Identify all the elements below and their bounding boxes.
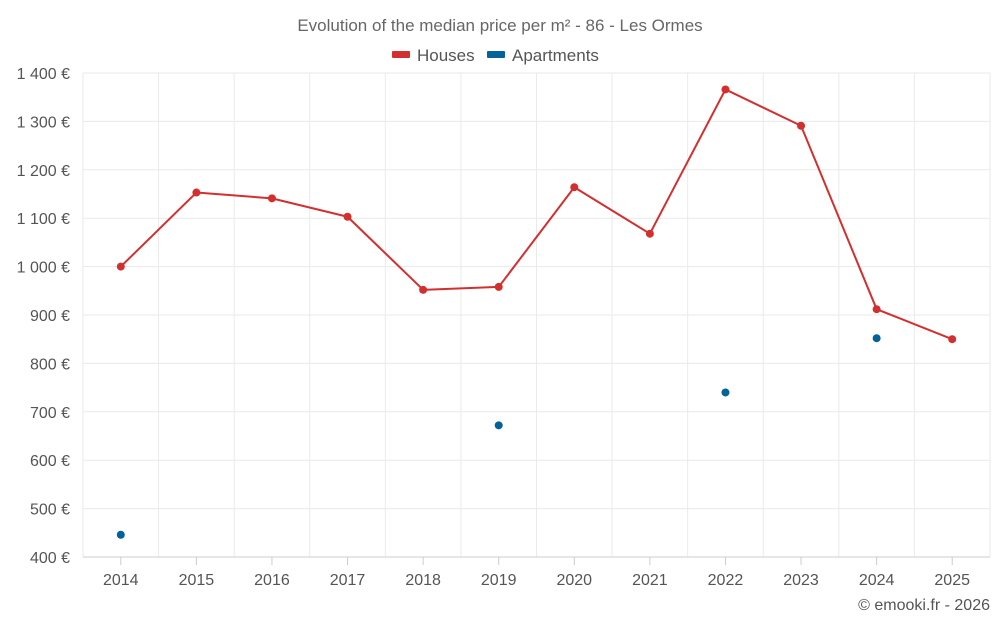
point-houses-2021[interactable]	[645, 229, 654, 238]
point-houses-2024[interactable]	[872, 305, 881, 314]
x-tick-label: 2015	[179, 572, 215, 589]
point-houses-2019[interactable]	[494, 282, 503, 291]
legend-swatch-apartments	[487, 51, 505, 58]
x-tick-label: 2021	[632, 572, 668, 589]
x-tick-label: 2016	[254, 572, 290, 589]
legend-item-apartments[interactable]: Apartments	[487, 46, 599, 65]
x-tick-label: 2014	[103, 572, 139, 589]
x-axis-ticks: 2014 2015 2016 2017 2018 2019 2020 2021 2022 2023…	[103, 557, 970, 589]
point-houses-2022[interactable]	[721, 85, 730, 94]
point-apartments-2019[interactable]	[494, 421, 503, 430]
series	[116, 85, 957, 539]
chart-title: Evolution of the median price per m² - 8…	[297, 16, 702, 35]
legend-label-apartments: Apartments	[512, 46, 599, 65]
y-tick-label: 1 400 €	[17, 66, 70, 83]
y-tick-label: 800 €	[30, 356, 70, 373]
point-houses-2017[interactable]	[343, 212, 352, 221]
point-houses-2023[interactable]	[797, 121, 806, 130]
x-tick-label: 2024	[859, 572, 895, 589]
point-houses-2025[interactable]	[948, 335, 957, 344]
x-tick-label: 2022	[708, 572, 744, 589]
grid	[82, 72, 991, 557]
x-tick-label: 2025	[934, 572, 970, 589]
credit-text: © emooki.fr - 2026	[858, 597, 990, 614]
series-apartments	[116, 334, 881, 539]
point-apartments-2014[interactable]	[116, 530, 125, 539]
y-tick-label: 400 €	[30, 550, 70, 567]
series-line-houses	[120, 88, 953, 341]
point-apartments-2024[interactable]	[872, 334, 881, 343]
legend: Houses Apartments	[392, 46, 599, 65]
point-houses-2016[interactable]	[267, 194, 276, 203]
x-tick-label: 2018	[405, 572, 441, 589]
legend-item-houses[interactable]: Houses	[392, 46, 475, 65]
series-houses	[116, 85, 957, 344]
x-tick-label: 2019	[481, 572, 517, 589]
point-houses-2015[interactable]	[192, 188, 201, 197]
y-tick-label: 700 €	[30, 405, 70, 422]
x-tick-label: 2023	[783, 572, 819, 589]
y-axis-ticks: 400 € 500 € 600 € 700 € 800 € 900 € 1 000 € 1 1…	[17, 66, 70, 567]
point-apartments-2022[interactable]	[721, 388, 730, 397]
x-tick-label: 2017	[330, 572, 366, 589]
point-houses-2020[interactable]	[570, 183, 579, 192]
y-tick-label: 1 000 €	[17, 260, 70, 277]
point-houses-2014[interactable]	[116, 262, 125, 271]
y-tick-label: 900 €	[30, 308, 70, 325]
legend-swatch-houses	[392, 51, 410, 58]
y-tick-label: 1 100 €	[17, 211, 70, 228]
point-houses-2018[interactable]	[419, 285, 428, 294]
y-tick-label: 600 €	[30, 453, 70, 470]
y-tick-label: 500 €	[30, 502, 70, 519]
y-tick-label: 1 300 €	[17, 114, 70, 131]
y-tick-label: 1 200 €	[17, 163, 70, 180]
x-tick-label: 2020	[556, 572, 592, 589]
legend-label-houses: Houses	[417, 46, 475, 65]
